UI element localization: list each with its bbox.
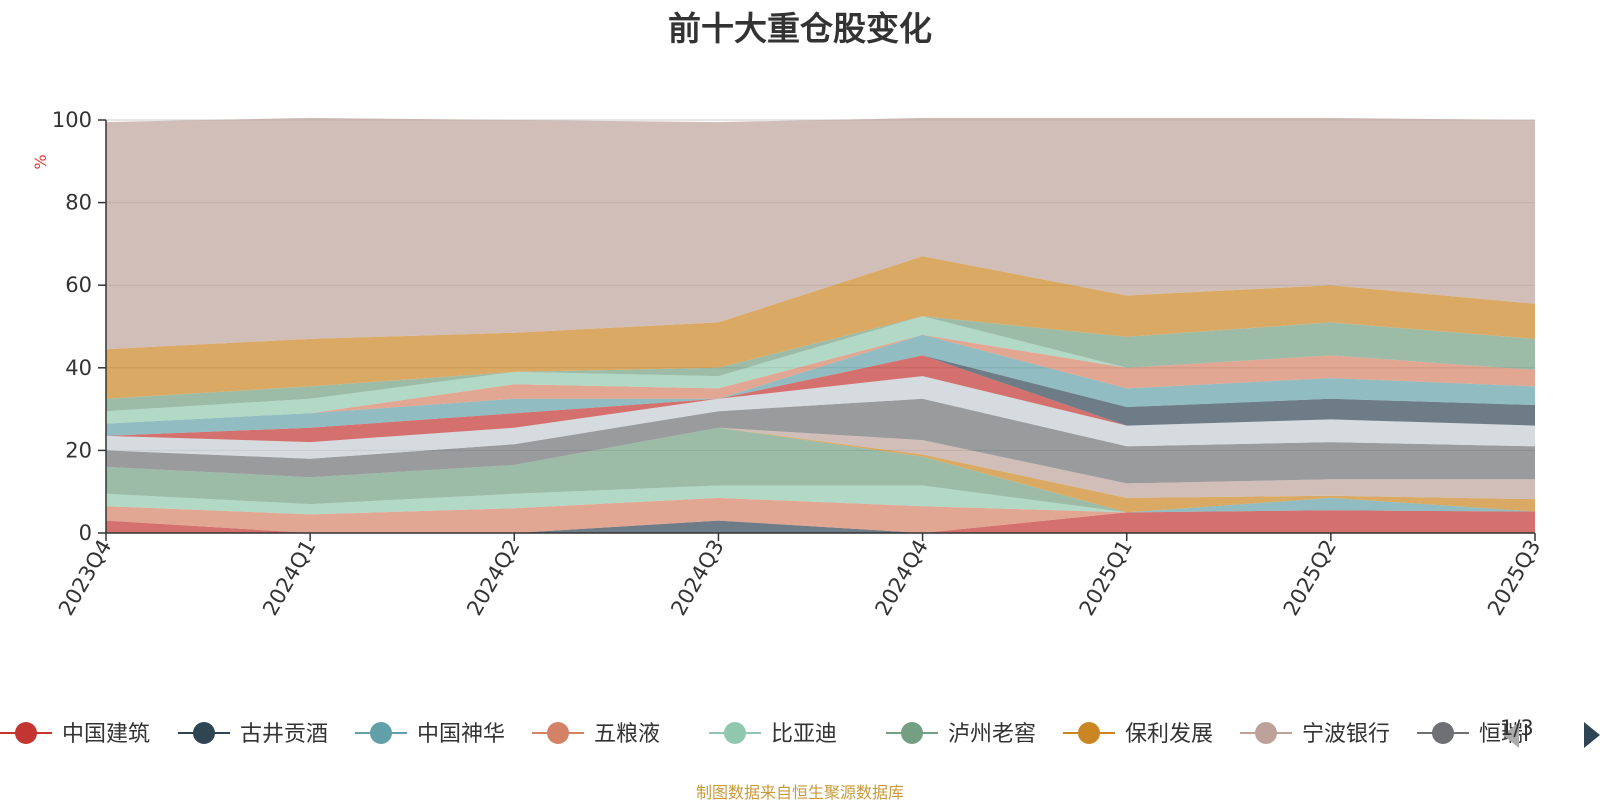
legend-item-5[interactable]: 比亚迪 xyxy=(709,722,837,747)
area-series-2[interactable]: 古井贡酒 xyxy=(106,510,1535,533)
legend-label-1: 中国建筑 xyxy=(62,722,150,747)
legend-next-arrow-icon[interactable] xyxy=(1584,722,1600,748)
x-tick-label-2025Q3: 2025Q3 xyxy=(1483,536,1545,620)
legend-marker-8 xyxy=(1255,722,1277,744)
x-tick-label-2025Q2: 2025Q2 xyxy=(1279,536,1341,620)
legend-marker-5 xyxy=(724,722,746,744)
y-axis-label: % xyxy=(31,154,50,169)
x-tick-label-2024Q4: 2024Q4 xyxy=(870,536,932,620)
x-tick-label-2023Q4: 2023Q4 xyxy=(54,536,116,620)
legend-marker-1 xyxy=(15,722,37,744)
legend-marker-2 xyxy=(193,722,215,744)
legend-label-4: 五粮液 xyxy=(594,722,660,747)
legend-label-2: 古井贡酒 xyxy=(240,722,328,747)
area-series-5[interactable]: 比亚迪 xyxy=(106,485,1535,515)
area-series-6[interactable]: 泸州老窖 xyxy=(106,427,1535,513)
area-series-9[interactable]: 恒瑞医药 xyxy=(106,398,1535,484)
legend-label-8: 宁波银行 xyxy=(1302,722,1390,747)
x-tick-label-2025Q1: 2025Q1 xyxy=(1075,536,1137,620)
area-series-10[interactable]: 招商银行 xyxy=(106,376,1535,459)
y-tick-label-40: 40 xyxy=(65,356,92,380)
legend-label-5: 比亚迪 xyxy=(771,722,837,747)
area-series-8[interactable]: 宁波银行 xyxy=(106,427,1535,500)
legend-item-3[interactable]: 中国神华 xyxy=(355,722,505,747)
legend-marker-9 xyxy=(1432,722,1454,744)
area-series-15[interactable]: 万华化学 xyxy=(106,316,1535,424)
x-tick-label-2024Q2: 2024Q2 xyxy=(462,536,524,620)
legend-item-1[interactable]: 中国建筑 xyxy=(0,722,150,747)
area-series-11[interactable]: 贵州茅台 xyxy=(106,355,1535,443)
legend-item-4[interactable]: 五粮液 xyxy=(532,722,660,747)
area-series-4[interactable]: 五粮液 xyxy=(106,497,1535,533)
area-series-17[interactable]: 中国平安 xyxy=(106,256,1535,399)
chart-title: 前十大重仓股变化 xyxy=(668,9,932,48)
area-series-14[interactable]: 美的集团 xyxy=(106,334,1535,424)
legend[interactable]: 中国建筑古井贡酒中国神华五粮液比亚迪泸州老窖保利发展宁波银行恒瑞l xyxy=(0,722,1600,748)
legend-label-3: 中国神华 xyxy=(417,722,505,747)
area-series[interactable]: 中国建筑古井贡酒中国神华五粮液比亚迪泸州老窖保利发展宁波银行恒瑞医药招商银行贵州… xyxy=(106,117,1535,533)
legend-prev-arrow-icon[interactable] xyxy=(1503,722,1519,748)
legend-item-8[interactable]: 宁波银行 xyxy=(1240,722,1390,747)
y-tick-label-20: 20 xyxy=(65,438,92,462)
legend-marker-3 xyxy=(370,722,392,744)
area-series-13[interactable]: 长江电力 xyxy=(106,334,1535,436)
data-source-note: 制图数据来自恒生聚源数据库 xyxy=(695,783,904,802)
x-tick-label-2024Q1: 2024Q1 xyxy=(258,536,320,620)
legend-item-6[interactable]: 泸州老窖 xyxy=(886,722,1036,747)
legend-marker-4 xyxy=(547,722,569,744)
legend-label-7: 保利发展 xyxy=(1125,722,1213,747)
area-series-16[interactable]: 海尔智家 xyxy=(106,316,1535,412)
y-tick-label-80: 80 xyxy=(65,191,92,215)
x-tick-label-2024Q3: 2024Q3 xyxy=(666,536,728,620)
legend-marker-6 xyxy=(901,722,923,744)
legend-marker-7 xyxy=(1078,722,1100,744)
legend-label-6: 泸州老窖 xyxy=(948,722,1036,747)
area-series-12[interactable]: 紫金矿业 xyxy=(106,355,1535,436)
legend-page-indicator: 1/3 xyxy=(1500,716,1534,740)
y-tick-label-60: 60 xyxy=(65,273,92,297)
y-tick-label-100: 100 xyxy=(52,108,92,132)
legend-item-2[interactable]: 古井贡酒 xyxy=(178,722,328,747)
y-tick-label-0: 0 xyxy=(79,521,92,545)
area-series-18[interactable]: 其他 xyxy=(106,117,1535,350)
area-series-1[interactable]: 中国建筑 xyxy=(106,510,1535,533)
legend-item-7[interactable]: 保利发展 xyxy=(1063,722,1213,747)
